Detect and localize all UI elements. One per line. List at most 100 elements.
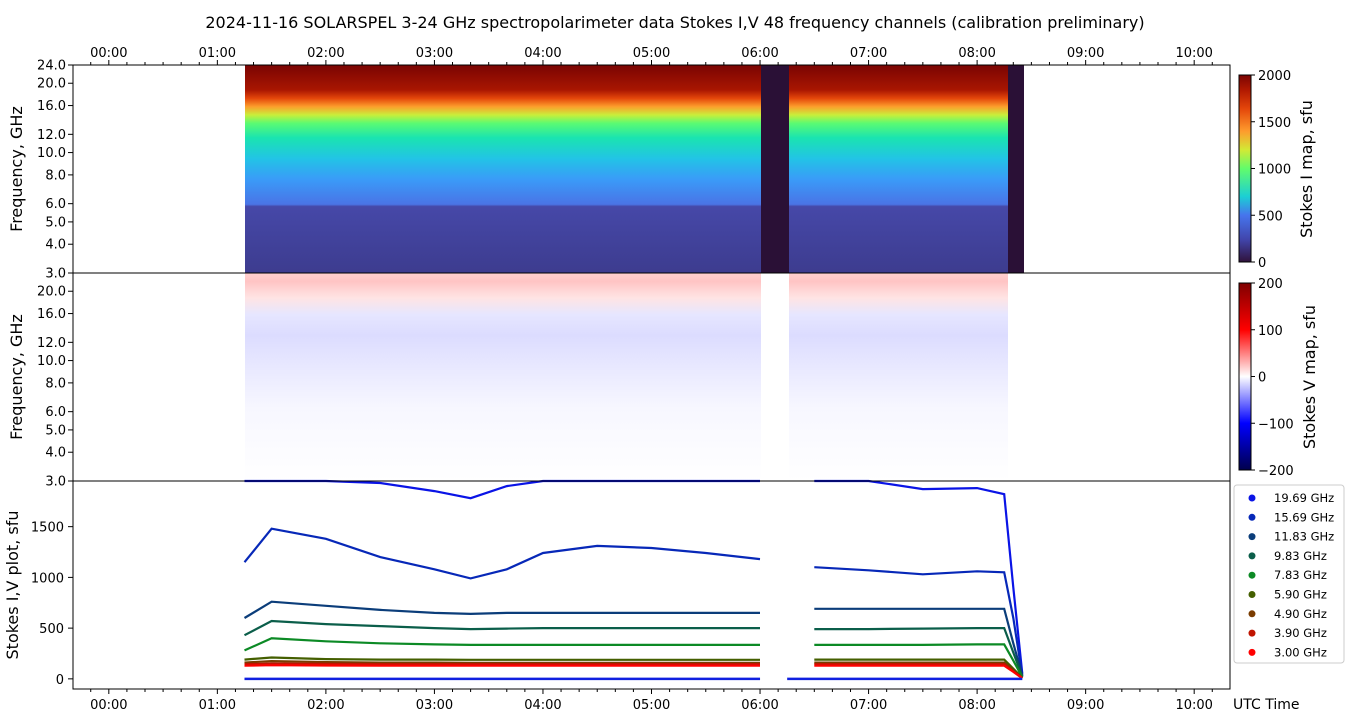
frequency-tick-label: 12.0: [37, 128, 66, 143]
bottom-time-tick-label: 00:00: [90, 698, 127, 713]
legend-label: 3.90 GHz: [1274, 626, 1327, 640]
colorbar-tick-label: −100: [1258, 417, 1294, 432]
top-time-tick-label: 09:00: [1067, 46, 1104, 61]
series-line-11-83-GHz: [243, 600, 1024, 677]
bottom-time-tick-label: 04:00: [524, 698, 561, 713]
stokes-plot-area: [73, 481, 1230, 689]
frequency-tick-label: 16.0: [37, 99, 66, 114]
frequency-tick-label: 6.0: [45, 405, 66, 420]
legend-marker: [1248, 591, 1256, 598]
stokes-plot-ylabel: Stokes I,V plot, sfu: [3, 511, 22, 660]
frequency-tick-label: 8.0: [45, 168, 66, 183]
stokes-v-map-segment-2: [789, 273, 1008, 481]
stokes-i-colorbar-label: Stokes I map, sfu: [1297, 100, 1316, 238]
colorbar-tick-label: 1000: [1258, 163, 1291, 178]
stokes-v-ylabel: Frequency, GHz: [7, 314, 26, 440]
stokes-i-panel: 3.0 4.0 5.0 6.0 8.0 10.0 12.0 16.0 20.0 24.0 Freq…: [7, 46, 1231, 282]
bottom-time-tick-label: 06:00: [741, 698, 778, 713]
stokes-plot-tick-label: 500: [39, 622, 64, 637]
stokes-i-colorbar-fill: [1238, 74, 1252, 263]
figure-title: 2024-11-16 SOLARSPEL 3-24 GHz spectropol…: [205, 13, 1144, 32]
legend: 19.69 GHz 15.69 GHz 11.83 GHz 9.83 GHz 7.83 …: [1233, 484, 1345, 664]
legend-label: 15.69 GHz: [1274, 510, 1334, 524]
legend-label: 7.83 GHz: [1274, 568, 1327, 582]
frequency-tick-label: 8.0: [45, 376, 66, 391]
stokes-v-panel: 3.0 4.0 5.0 6.0 8.0 10.0 12.0 16.0 20.0 Frequenc…: [7, 272, 1231, 490]
bottom-time-tick-label: 03:00: [416, 698, 453, 713]
stokes-v-map-segment-1: [245, 273, 761, 481]
colorbar-tick-label: 2000: [1258, 69, 1291, 84]
stokes-plot-tick-label: 0: [56, 673, 64, 688]
legend-marker: [1248, 494, 1256, 502]
top-time-tick-label: 02:00: [307, 46, 344, 61]
frequency-tick-label: 3.0: [45, 267, 66, 282]
legend-marker: [1248, 648, 1256, 656]
legend-label: 5.90 GHz: [1274, 588, 1327, 602]
top-time-tick-label: 03:00: [416, 46, 453, 61]
legend-marker: [1248, 533, 1256, 541]
frequency-tick-label: 6.0: [45, 197, 66, 212]
top-time-tick-label: 05:00: [633, 46, 670, 61]
legend-label: 3.00 GHz: [1274, 645, 1327, 659]
frequency-tick-label: 16.0: [37, 307, 66, 322]
legend-marker: [1248, 610, 1256, 618]
frequency-tick-label: 10.0: [37, 146, 66, 161]
top-time-tick-label: 08:00: [958, 46, 995, 61]
stokes-i-map-segment-1: [245, 65, 761, 273]
top-time-tick-label: 06:00: [741, 46, 778, 61]
stokes-v-colorbar-fill: [1238, 282, 1252, 471]
frequency-tick-label: 3.0: [45, 475, 66, 490]
frequency-tick-label: 5.0: [45, 423, 66, 438]
legend-marker: [1248, 629, 1256, 637]
x-axis-label: UTC Time: [1233, 697, 1299, 713]
stokes-i-ylabel: Frequency, GHz: [7, 106, 26, 232]
top-time-tick-label: 04:00: [524, 46, 561, 61]
frequency-tick-label: 24.0: [37, 59, 66, 74]
stokes-plot-panel: 0 500 1000 1500 00:00 01:00 02:00 03:00 04:00 05…: [3, 479, 1299, 713]
stokes-i-map-segment-2: [789, 65, 1008, 273]
bottom-time-tick-label: 07:00: [850, 698, 887, 713]
frequency-tick-label: 4.0: [45, 446, 66, 461]
colorbar-tick-label: 0: [1258, 256, 1266, 271]
frequency-tick-label: 20.0: [37, 77, 66, 92]
stokes-i-colorbar: 0 500 1000 1500 2000 Stokes I map, sfu: [1238, 69, 1316, 271]
top-time-tick-label: 01:00: [199, 46, 236, 61]
colorbar-tick-label: −200: [1258, 464, 1294, 479]
stokes-plot-tick-label: 1000: [31, 571, 64, 586]
stokes-v-colorbar: 200 100 0 −100 −200 Stokes V map, sfu: [1238, 277, 1319, 479]
stokes-i-map-gap: [761, 65, 789, 273]
top-time-tick-label: 07:00: [850, 46, 887, 61]
series-line-15-69-GHz: [243, 527, 1024, 676]
bottom-time-tick-label: 01:00: [199, 698, 236, 713]
top-time-tick-label: 10:00: [1175, 46, 1212, 61]
legend-label: 4.90 GHz: [1274, 607, 1327, 621]
stokes-v-colorbar-label: Stokes V map, sfu: [1300, 305, 1319, 449]
colorbar-tick-label: 0: [1258, 371, 1266, 386]
frequency-tick-label: 12.0: [37, 336, 66, 351]
frequency-tick-label: 5.0: [45, 215, 66, 230]
bottom-time-tick-label: 02:00: [307, 698, 344, 713]
bottom-time-tick-label: 08:00: [958, 698, 995, 713]
legend-label: 19.69 GHz: [1274, 491, 1334, 505]
stokes-plot-tick-label: 1500: [31, 521, 64, 536]
legend-marker: [1248, 513, 1256, 521]
frequency-tick-label: 20.0: [37, 285, 66, 300]
series-line-5-90-GHz: [244, 656, 1024, 679]
series-line-9-83-GHz: [243, 619, 1024, 678]
legend-marker: [1248, 571, 1256, 579]
bottom-time-tick-label: 10:00: [1175, 698, 1212, 713]
bottom-time-tick-label: 05:00: [633, 698, 670, 713]
stokes-i-map-edge: [1008, 65, 1024, 273]
frequency-tick-label: 4.0: [45, 238, 66, 253]
colorbar-tick-label: 500: [1258, 209, 1283, 224]
legend-label: 9.83 GHz: [1274, 549, 1327, 563]
legend-box: [1233, 484, 1345, 664]
colorbar-tick-label: 100: [1258, 324, 1283, 339]
colorbar-tick-label: 1500: [1258, 116, 1291, 131]
colorbar-tick-label: 200: [1258, 277, 1283, 292]
bottom-time-tick-label: 09:00: [1067, 698, 1104, 713]
series-line-7-83-GHz: [244, 637, 1024, 678]
series-line-3-00-GHz: [244, 664, 1023, 680]
frequency-tick-label: 10.0: [37, 354, 66, 369]
